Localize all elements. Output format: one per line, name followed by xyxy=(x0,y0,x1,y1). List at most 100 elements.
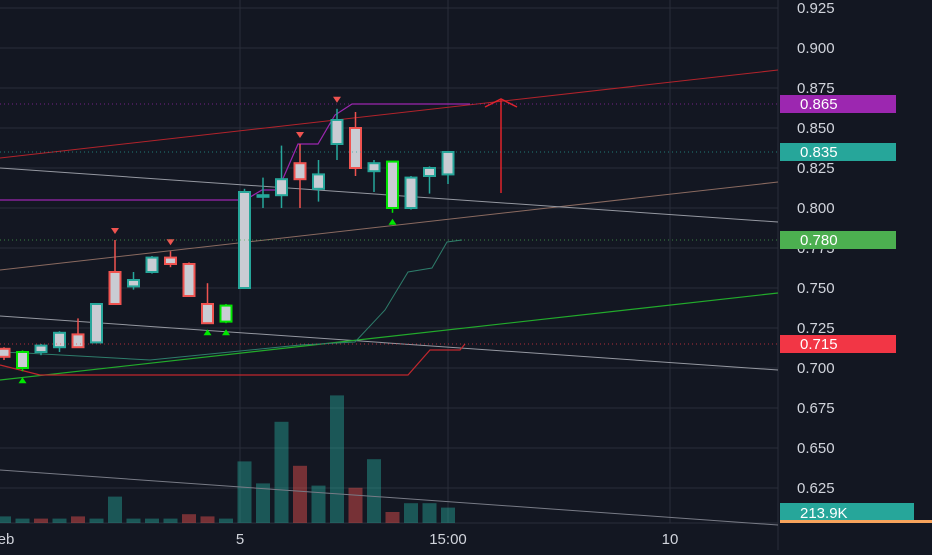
volume-bar xyxy=(385,512,400,523)
buy-signal-marker xyxy=(222,329,230,336)
grey-trendline-lower xyxy=(0,469,779,526)
candle-body xyxy=(219,304,233,323)
price-tick-label: 0.650 xyxy=(797,440,835,457)
volume-bar xyxy=(126,518,141,523)
candle-body xyxy=(201,303,214,325)
candle-body xyxy=(182,263,196,297)
candle-body xyxy=(330,119,344,145)
price-labels: 0.865 0.835 0.780 0.715 213.9K xyxy=(0,95,932,523)
candle-body xyxy=(127,279,140,288)
price-tick-label: 0.675 xyxy=(797,400,835,417)
candle-body xyxy=(53,331,66,349)
time-tick-label: 5 xyxy=(236,531,244,548)
volume-bar xyxy=(367,459,381,523)
candle-body xyxy=(312,173,325,190)
candle-body xyxy=(404,176,418,210)
price-tick-label: 0.900 xyxy=(797,40,835,57)
volume-bars xyxy=(0,395,455,523)
volume-bar xyxy=(163,518,178,523)
time-axis[interactable]: eb 5 15:00 10 xyxy=(0,531,678,548)
candle-body xyxy=(16,351,29,369)
price-tick-label: 0.700 xyxy=(797,360,835,377)
price-label-text: 0.865 xyxy=(800,96,838,113)
price-label-badge xyxy=(780,231,896,249)
time-tick-label: 10 xyxy=(662,531,679,548)
sell-signal-marker xyxy=(111,228,119,234)
volume-bar xyxy=(404,503,418,523)
volume-bar xyxy=(71,516,85,523)
volume-bar xyxy=(145,518,159,523)
volume-bar xyxy=(34,518,48,523)
price-tick-label: 0.850 xyxy=(797,120,835,137)
candle-body xyxy=(423,167,436,177)
volume-bar xyxy=(52,518,67,523)
volume-bar xyxy=(330,395,344,523)
grid xyxy=(0,0,779,550)
price-label-badge xyxy=(780,95,896,113)
price-tick-label: 0.725 xyxy=(797,320,835,337)
price-tick-label: 0.825 xyxy=(797,160,835,177)
volume-bar xyxy=(422,503,437,523)
red-channel-lower-line xyxy=(0,181,779,271)
volume-bar xyxy=(15,518,30,523)
red-stop-line xyxy=(0,343,466,376)
buy-signal-marker xyxy=(388,218,397,225)
volume-bar xyxy=(441,507,455,523)
price-label-badge xyxy=(780,335,896,353)
volume-label-underline xyxy=(780,520,932,523)
volume-bar xyxy=(256,483,270,523)
volume-bar xyxy=(348,487,363,523)
candle-body xyxy=(145,256,159,274)
volume-bar xyxy=(89,518,104,523)
candle-body xyxy=(256,194,270,198)
price-label-badge xyxy=(780,143,896,161)
candle-body xyxy=(441,151,455,176)
volume-label-text: 213.9K xyxy=(800,505,848,522)
candle-body xyxy=(164,256,177,266)
volume-bar xyxy=(237,461,252,523)
sell-signal-marker xyxy=(296,132,304,138)
volume-bar xyxy=(200,516,215,523)
candle-body xyxy=(0,347,11,358)
volume-bar xyxy=(311,485,326,523)
volume-label-badge xyxy=(780,503,914,521)
candle-body xyxy=(367,162,381,173)
price-label-text: 0.780 xyxy=(800,232,838,249)
candle-body xyxy=(275,178,288,197)
candle-body xyxy=(90,303,103,344)
signal-markers xyxy=(18,96,397,384)
candle-body xyxy=(108,271,122,305)
volume-bar xyxy=(0,516,11,523)
grey-trendline-middle xyxy=(0,315,779,371)
buy-signal-marker xyxy=(203,329,212,336)
time-tick-label: eb xyxy=(0,531,14,548)
candle-body xyxy=(71,333,85,349)
price-tick-label: 0.800 xyxy=(797,200,835,217)
time-tick-label: 15:00 xyxy=(429,531,467,548)
price-tick-label: 0.625 xyxy=(797,480,835,497)
price-label-text: 0.835 xyxy=(800,144,838,161)
price-tick-label: 0.750 xyxy=(797,280,835,297)
sell-signal-marker xyxy=(333,96,341,103)
candle-body xyxy=(386,160,399,210)
candle-body xyxy=(34,344,48,354)
volume-bar xyxy=(182,514,196,523)
candle-body xyxy=(349,127,362,169)
teal-indicator-line xyxy=(0,239,463,361)
volume-bar xyxy=(274,421,289,523)
buy-signal-marker xyxy=(18,377,27,384)
volume-bar xyxy=(293,465,307,523)
volume-bar xyxy=(219,518,233,523)
volume-bar xyxy=(108,496,122,523)
green-moving-average xyxy=(0,292,779,381)
red-channel-upper-line xyxy=(0,69,779,159)
price-tick-label: 0.875 xyxy=(797,80,835,97)
price-tick-label: 0.925 xyxy=(797,0,835,17)
price-label-text: 0.715 xyxy=(800,336,838,353)
candle-body xyxy=(293,162,307,181)
target-arrow-head xyxy=(484,98,518,108)
sell-signal-marker xyxy=(166,239,175,246)
